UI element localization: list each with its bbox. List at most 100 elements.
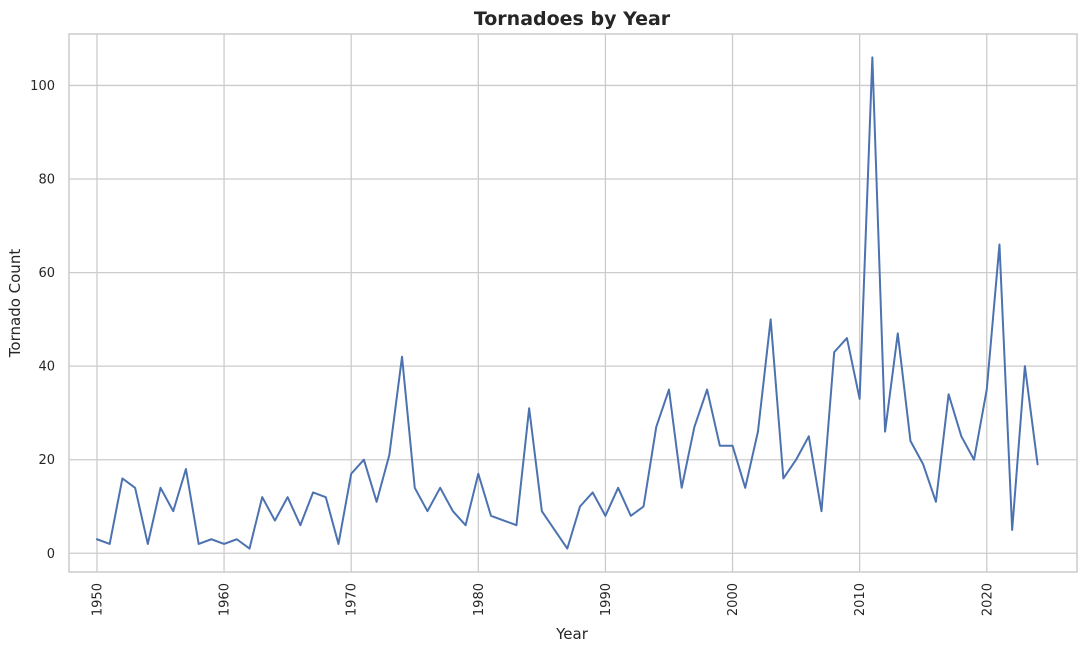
- data-point: [146, 542, 149, 545]
- data-point: [134, 486, 137, 489]
- x-tick-label: 1950: [90, 583, 105, 616]
- data-point: [985, 388, 988, 391]
- data-point: [909, 440, 912, 443]
- data-point: [566, 547, 569, 550]
- data-point: [896, 332, 899, 335]
- data-point: [795, 458, 798, 461]
- data-point: [464, 524, 467, 527]
- tick-label-layer: 0 20 40 60 80 100 1950 1960 1970 1980 1990 2000 2010…: [30, 79, 995, 616]
- data-point: [617, 486, 620, 489]
- data-point: [426, 510, 429, 513]
- y-tick-label: 60: [38, 266, 55, 281]
- data-point: [490, 514, 493, 517]
- data-point: [922, 463, 925, 466]
- data-point: [159, 486, 162, 489]
- data-point: [273, 519, 276, 522]
- x-tick-label: 1980: [472, 583, 487, 616]
- data-point: [388, 454, 391, 457]
- data-point: [197, 542, 200, 545]
- data-point: [235, 538, 238, 541]
- x-axis-label: Year: [555, 625, 589, 643]
- data-point: [769, 318, 772, 321]
- data-point: [756, 430, 759, 433]
- data-point: [591, 491, 594, 494]
- data-point: [934, 500, 937, 503]
- x-tick-label: 2000: [726, 583, 741, 616]
- series-layer: [95, 56, 1039, 550]
- x-tick-label: 1990: [599, 583, 614, 616]
- x-tick-label: 2010: [853, 583, 868, 616]
- data-point: [439, 486, 442, 489]
- x-tick-label: 1970: [345, 583, 360, 616]
- y-tick-label: 80: [38, 173, 55, 188]
- data-point: [502, 519, 505, 522]
- data-point: [1023, 365, 1026, 368]
- data-point: [858, 397, 861, 400]
- data-point: [1036, 463, 1039, 466]
- data-point: [706, 388, 709, 391]
- series-line: [95, 56, 1039, 550]
- data-point: [604, 514, 607, 517]
- data-point: [807, 435, 810, 438]
- data-point: [744, 486, 747, 489]
- data-point: [1011, 528, 1014, 531]
- y-tick-label: 0: [47, 547, 55, 562]
- data-point: [528, 407, 531, 410]
- y-tick-label: 100: [30, 79, 55, 94]
- plot-frame: [68, 33, 1078, 573]
- data-point: [655, 425, 658, 428]
- plot-border: [68, 33, 1078, 573]
- data-point: [884, 430, 887, 433]
- chart-title: Tornadoes by Year: [474, 8, 671, 30]
- data-point: [998, 243, 1001, 246]
- data-point: [515, 524, 518, 527]
- data-point: [261, 496, 264, 499]
- data-point: [731, 444, 734, 447]
- y-axis-label: Tornado Count: [6, 249, 24, 359]
- data-point: [680, 486, 683, 489]
- data-point: [210, 538, 213, 541]
- data-point: [540, 510, 543, 513]
- data-point: [121, 477, 124, 480]
- data-point: [362, 458, 365, 461]
- data-point: [286, 496, 289, 499]
- data-point: [172, 510, 175, 513]
- data-point: [782, 477, 785, 480]
- x-tick-label: 1960: [218, 583, 233, 616]
- data-point: [401, 355, 404, 358]
- data-point: [642, 505, 645, 508]
- data-point: [578, 505, 581, 508]
- data-point: [337, 542, 340, 545]
- y-tick-label: 40: [38, 360, 55, 375]
- data-point: [223, 542, 226, 545]
- grid-layer: [69, 34, 1077, 572]
- data-point: [184, 468, 187, 471]
- data-point: [312, 491, 315, 494]
- data-point: [451, 510, 454, 513]
- data-point: [718, 444, 721, 447]
- data-point: [667, 388, 670, 391]
- data-point: [973, 458, 976, 461]
- data-point: [947, 393, 950, 396]
- data-point: [248, 547, 251, 550]
- data-point: [820, 510, 823, 513]
- data-point: [833, 351, 836, 354]
- data-point: [95, 538, 98, 541]
- x-tick-label: 2020: [980, 583, 995, 616]
- data-point: [693, 425, 696, 428]
- data-point: [871, 56, 874, 59]
- data-point: [413, 486, 416, 489]
- data-point: [299, 524, 302, 527]
- data-point: [324, 496, 327, 499]
- data-point: [375, 500, 378, 503]
- data-point: [845, 337, 848, 340]
- y-tick-label: 20: [38, 453, 55, 468]
- data-point: [350, 472, 353, 475]
- data-point: [477, 472, 480, 475]
- data-point: [108, 542, 111, 545]
- data-point: [629, 514, 632, 517]
- data-point: [960, 435, 963, 438]
